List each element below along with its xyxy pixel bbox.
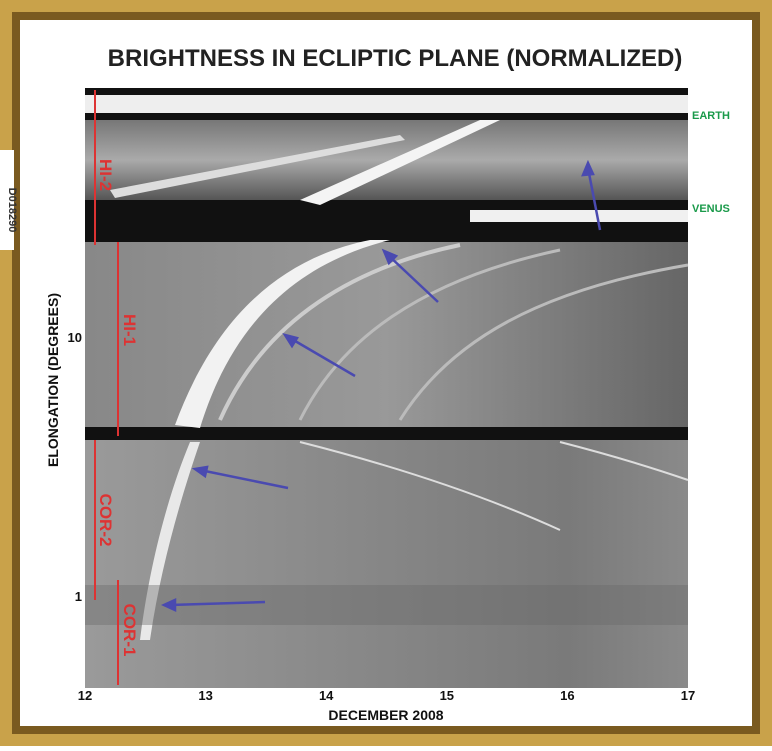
y-tick-label: 10 bbox=[68, 330, 82, 345]
side-label: D018290 bbox=[6, 188, 18, 233]
instrument-label: HI-2 bbox=[96, 159, 115, 191]
instrument-label: COR-2 bbox=[96, 494, 115, 547]
x-tick-label: 12 bbox=[78, 688, 92, 703]
y-tick-label: 1 bbox=[75, 589, 82, 604]
x-tick-label: 17 bbox=[681, 688, 695, 703]
title: BRIGHTNESS IN ECLIPTIC PLANE (NORMALIZED… bbox=[108, 45, 683, 72]
x-tick-label: 15 bbox=[440, 688, 454, 703]
x-tick-label: 16 bbox=[560, 688, 574, 703]
planet-label: VENUS bbox=[692, 203, 730, 215]
instrument-label: COR-1 bbox=[120, 604, 139, 657]
y-axis-label: ELONGATION (DEGREES) bbox=[45, 293, 61, 467]
x-axis-label: DECEMBER 2008 bbox=[328, 707, 443, 723]
figure: D018290 BRIGHTNESS IN ECLIPTIC PLANE (NO… bbox=[0, 0, 772, 746]
planet-label: EARTH bbox=[692, 110, 730, 122]
image bbox=[85, 88, 688, 688]
instrument-label: HI-1 bbox=[120, 314, 139, 346]
x-tick-label: 13 bbox=[198, 688, 212, 703]
x-tick-label: 14 bbox=[319, 688, 334, 703]
